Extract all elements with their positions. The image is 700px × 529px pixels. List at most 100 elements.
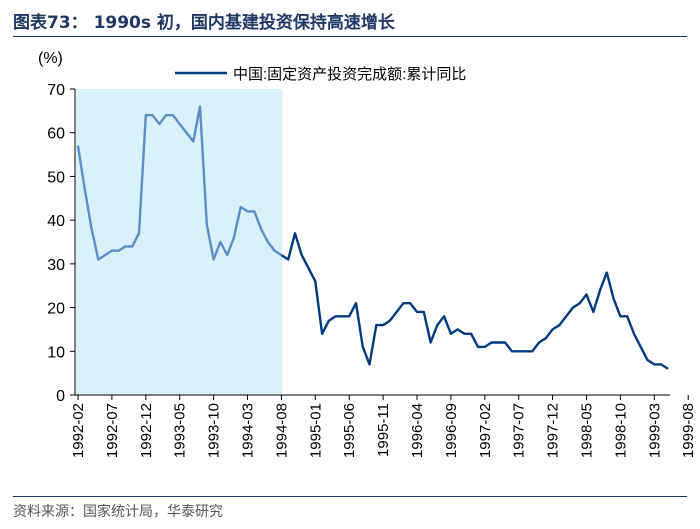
data-point <box>518 350 520 352</box>
data-point <box>124 245 127 247</box>
source-note: 资料来源：国家统计局，华泰研究 <box>13 504 223 520</box>
x-tick-label: 1996-04 <box>409 403 426 458</box>
data-point <box>301 254 303 256</box>
data-point <box>341 315 343 317</box>
data-point <box>402 302 404 304</box>
data-point <box>111 250 113 252</box>
data-point <box>84 188 86 191</box>
data-point <box>660 363 662 365</box>
x-tick-label: 1993-10 <box>206 403 223 458</box>
data-point <box>646 359 649 361</box>
x-tick-label: 1995-06 <box>341 403 358 458</box>
series-points <box>77 105 669 370</box>
title-rule <box>13 36 687 37</box>
data-point <box>463 333 466 335</box>
y-axis-ticks: 0 10 20 30 40 50 60 70 <box>47 82 75 405</box>
data-point <box>592 311 594 313</box>
data-point <box>382 324 384 326</box>
data-point <box>511 350 513 352</box>
y-tick-label: 0 <box>56 388 65 405</box>
data-point <box>585 293 588 296</box>
data-point <box>375 324 377 326</box>
data-point <box>104 254 106 256</box>
data-point <box>430 341 432 344</box>
data-point <box>524 350 527 352</box>
series-line <box>280 232 669 370</box>
x-tick-label: 1997-07 <box>511 403 528 458</box>
data-point <box>558 324 561 326</box>
y-tick-label: 60 <box>47 126 65 143</box>
data-point <box>213 258 215 261</box>
data-point <box>226 254 228 256</box>
data-point <box>606 272 608 274</box>
data-point <box>491 341 493 344</box>
x-tick-label: 1994-08 <box>273 403 290 458</box>
y-tick-label: 20 <box>47 301 65 318</box>
data-point <box>484 346 486 348</box>
x-tick-label: 1999-08 <box>680 403 697 458</box>
data-point <box>450 333 452 335</box>
data-point <box>640 346 642 348</box>
data-point <box>579 302 581 304</box>
data-point <box>233 237 235 239</box>
x-tick-label: 1992-02 <box>70 403 87 458</box>
data-point <box>613 298 615 300</box>
footer-rule <box>13 496 687 497</box>
data-point <box>314 280 316 282</box>
y-tick-label: 70 <box>47 82 65 99</box>
data-point <box>206 223 208 226</box>
y-tick-label: 40 <box>47 213 65 230</box>
data-point <box>531 350 533 352</box>
x-tick-label: 1992-12 <box>138 403 155 458</box>
data-point <box>416 311 418 313</box>
data-point <box>179 123 181 125</box>
data-point <box>172 114 174 116</box>
data-point <box>633 333 635 335</box>
data-point <box>260 228 262 230</box>
data-point <box>185 132 188 134</box>
x-tick-label: 1995-01 <box>307 403 324 458</box>
data-point <box>504 341 506 344</box>
y-axis-label: (%) <box>38 50 63 67</box>
x-tick-label: 1997-02 <box>477 403 494 458</box>
data-point <box>653 363 655 365</box>
data-point <box>199 105 201 108</box>
data-point <box>355 302 357 304</box>
data-point <box>165 114 167 116</box>
chart-title: 图表73： 1990s 初，国内基建投资保持高速增长 <box>13 13 395 33</box>
data-point <box>619 315 622 317</box>
data-point <box>436 324 438 326</box>
data-point <box>599 289 601 291</box>
data-point <box>457 328 459 330</box>
x-tick-label: 1992-07 <box>104 403 121 458</box>
data-point <box>77 145 79 147</box>
data-point <box>294 232 296 234</box>
data-point <box>240 206 242 208</box>
data-point <box>477 346 479 348</box>
data-point <box>470 333 472 335</box>
data-point <box>152 114 154 116</box>
data-point <box>118 250 120 252</box>
data-point <box>274 250 276 252</box>
data-point <box>409 302 411 304</box>
data-point <box>219 241 221 243</box>
data-point <box>158 123 160 125</box>
data-point <box>287 258 289 261</box>
data-point <box>348 315 350 317</box>
data-point <box>321 333 323 335</box>
data-point <box>267 241 269 243</box>
x-tick-label: 1995-11 <box>375 403 392 457</box>
data-point <box>389 320 391 322</box>
data-point <box>572 307 574 309</box>
y-tick-label: 10 <box>47 344 65 361</box>
data-point <box>443 315 445 317</box>
data-point <box>280 254 282 256</box>
x-tick-label: 1996-09 <box>443 403 460 458</box>
data-point <box>253 210 255 212</box>
data-point <box>145 114 147 116</box>
highlight-region <box>76 89 283 395</box>
data-point <box>335 315 337 317</box>
data-point <box>246 210 249 212</box>
data-point <box>538 341 540 344</box>
data-point <box>91 228 93 230</box>
